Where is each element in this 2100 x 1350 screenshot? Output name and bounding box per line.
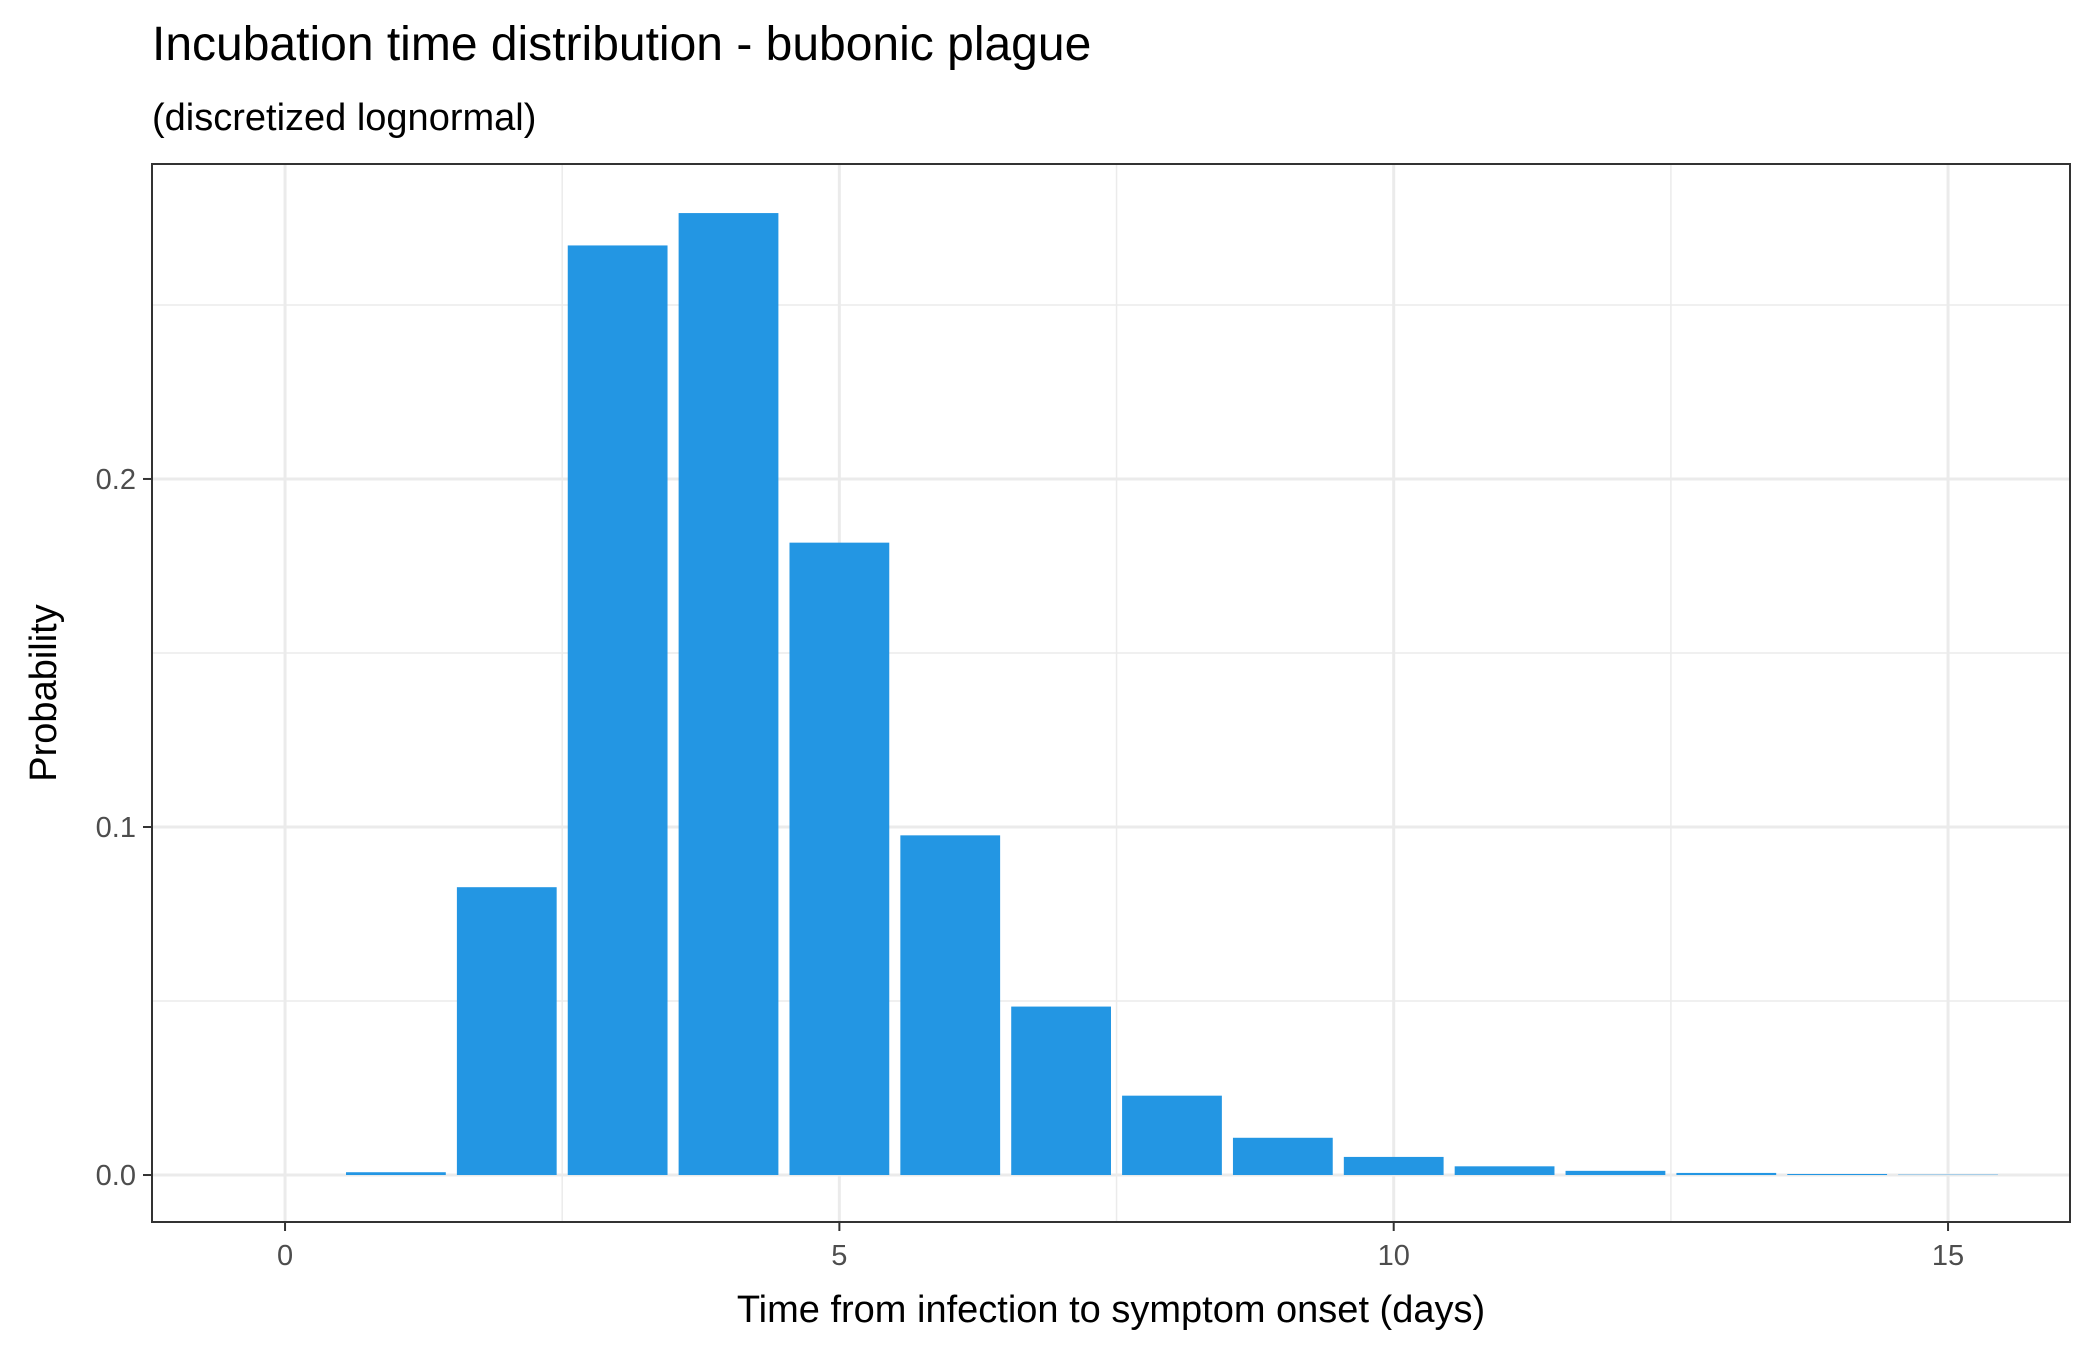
- bar-day-7: [1011, 1006, 1111, 1176]
- x-axis: 0 5 10 15: [277, 1222, 1964, 1272]
- x-axis-title: Time from infection to symptom onset (da…: [737, 1289, 1485, 1331]
- y-axis: 0.0 0.1 0.2: [96, 464, 152, 1192]
- bar-day-2: [456, 887, 557, 1176]
- bar-day-3: [567, 245, 668, 1176]
- x-tick-label: 0: [277, 1240, 293, 1272]
- x-tick-label: 15: [1932, 1240, 1964, 1272]
- y-axis-title: Probability: [23, 604, 65, 781]
- x-tick-label: 10: [1378, 1240, 1410, 1272]
- y-tick-label: 0.2: [96, 464, 136, 496]
- bar-day-14: [1787, 1173, 1888, 1176]
- bar-day-5: [789, 542, 890, 1176]
- y-tick-label: 0.1: [96, 812, 136, 844]
- plot-panel-border: [151, 163, 2071, 1223]
- chart-subtitle: (discretized lognormal): [152, 97, 536, 139]
- bar-day-4: [678, 213, 779, 1176]
- bar-day-12: [1565, 1170, 1666, 1176]
- chart-title: Incubation time distribution - bubonic p…: [152, 18, 1091, 71]
- bar-day-6: [900, 835, 1001, 1176]
- bar-day-11: [1454, 1166, 1555, 1176]
- bar-day-9: [1232, 1137, 1333, 1176]
- bars: [346, 213, 1998, 1176]
- x-tick-label: 5: [831, 1240, 847, 1272]
- bar-day-8: [1122, 1095, 1222, 1176]
- bar-day-1: [346, 1172, 446, 1176]
- bar-day-10: [1343, 1156, 1444, 1176]
- major-gridlines: [152, 164, 2070, 1222]
- bar-day-13: [1676, 1172, 1777, 1176]
- y-tick-label: 0.0: [96, 1160, 136, 1192]
